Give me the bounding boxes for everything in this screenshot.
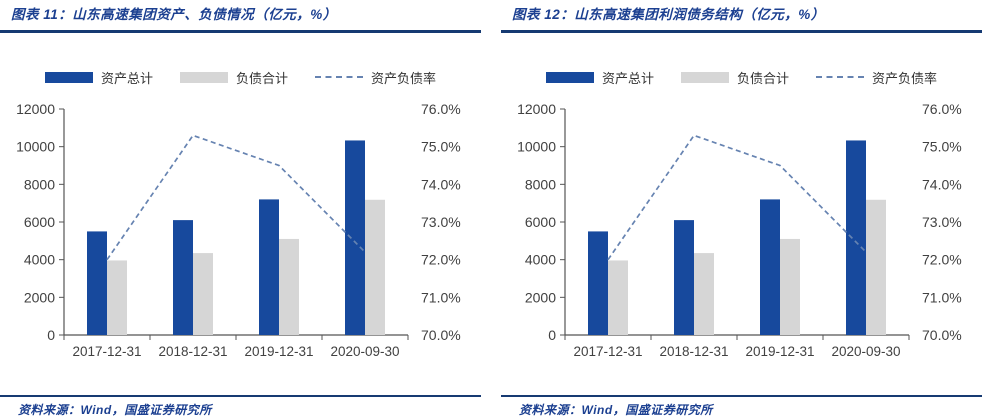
legend-bar-swatch — [44, 71, 93, 83]
debt-ratio-dashed-line — [607, 134, 867, 261]
y-axis-left-label: 2000 — [24, 289, 55, 305]
x-axis-category-label: 2020-09-30 — [330, 344, 399, 359]
y-axis-right-label: 74.0% — [922, 176, 962, 192]
legend-dashed-line-swatch — [315, 76, 363, 78]
bar-total-assets — [87, 231, 107, 335]
bar-total-liabilities — [107, 260, 127, 335]
bar-total-liabilities — [694, 253, 714, 335]
y-axis-right-label: 75.0% — [421, 139, 461, 155]
legend-item-2: 资产负债率 — [315, 68, 436, 87]
y-axis-right-label: 70.0% — [421, 327, 461, 343]
y-axis-right-label: 72.0% — [922, 252, 962, 268]
x-axis-category-label: 2019-12-31 — [244, 344, 313, 359]
legend-label: 资产总计 — [100, 70, 153, 86]
bar-total-liabilities — [365, 199, 385, 335]
asset-liability-chart: 0 2000 4000 6000 8000 10000 12000 70.0% 71.0% 72.… — [0, 97, 481, 365]
legend-label: 资产负债率 — [371, 70, 437, 86]
bar-total-assets — [760, 199, 780, 335]
legend-label: 负债合计 — [736, 70, 789, 86]
legend-item-1: 负债合计 — [680, 68, 789, 87]
bar-total-assets — [674, 220, 694, 335]
bar-total-liabilities — [780, 238, 800, 335]
x-axis-category-label: 2017-12-31 — [72, 344, 141, 359]
y-axis-right-label: 71.0% — [922, 289, 962, 305]
y-axis-left-label: 0 — [47, 327, 55, 343]
bar-total-assets — [846, 140, 866, 335]
legend-item-0: 资产总计 — [545, 68, 654, 87]
figure-title: 图表 12：山东高速集团利润债务结构（亿元，%） — [512, 7, 825, 22]
y-axis-left-label: 10000 — [517, 139, 556, 155]
legend-label: 资产负债率 — [872, 70, 938, 86]
legend-label: 负债合计 — [235, 70, 288, 86]
y-axis-left-label: 10000 — [16, 139, 55, 155]
y-axis-right-label: 76.0% — [421, 101, 461, 117]
bar-total-liabilities — [608, 260, 628, 335]
figure-title: 图表 11：山东高速集团资产、负债情况（亿元，%） — [11, 7, 337, 22]
y-axis-right-label: 73.0% — [421, 214, 461, 230]
y-axis-right-label: 74.0% — [421, 176, 461, 192]
chart-svg: 0 2000 4000 6000 8000 10000 12000 70.0% 71.0% 72.… — [517, 101, 962, 359]
y-axis-left-label: 12000 — [16, 101, 55, 117]
x-axis-category-label: 2017-12-31 — [573, 344, 642, 359]
y-axis-left-label: 12000 — [517, 101, 556, 117]
x-axis-category-label: 2019-12-31 — [745, 344, 814, 359]
footer-rule — [501, 395, 982, 397]
legend-label: 资产总计 — [601, 70, 654, 86]
figure-footer: 资料来源：Wind，国盛证券研究所 — [501, 395, 982, 418]
title-rule — [0, 30, 481, 33]
x-axis-category-label: 2018-12-31 — [659, 344, 728, 359]
y-axis-left-label: 4000 — [525, 252, 556, 268]
bar-total-assets — [345, 140, 365, 335]
y-axis-left-label: 8000 — [24, 176, 55, 192]
y-axis-right-label: 76.0% — [922, 101, 962, 117]
figure-panel-12: 图表 12：山东高速集团利润债务结构（亿元，%） 资产总计 负债合计 资产负债率 0… — [501, 0, 982, 418]
legend-item-0: 资产总计 — [44, 68, 153, 87]
y-axis-left-label: 2000 — [525, 289, 556, 305]
legend-dashed-line-swatch — [816, 76, 864, 78]
chart-legend: 资产总计 负债合计 资产负债率 — [501, 66, 982, 88]
y-axis-right-label: 73.0% — [922, 214, 962, 230]
legend-bar-swatch — [179, 71, 228, 83]
y-axis-right-label: 70.0% — [922, 327, 962, 343]
legend-bar-swatch — [680, 71, 729, 83]
y-axis-right-label: 72.0% — [421, 252, 461, 268]
x-axis-category-label: 2020-09-30 — [831, 344, 900, 359]
legend-item-2: 资产负债率 — [816, 68, 937, 87]
source-note: 资料来源：Wind，国盛证券研究所 — [18, 403, 212, 417]
legend-item-1: 负债合计 — [179, 68, 288, 87]
bar-total-liabilities — [279, 238, 299, 335]
y-axis-right-label: 71.0% — [421, 289, 461, 305]
y-axis-left-label: 0 — [548, 327, 556, 343]
bar-total-liabilities — [866, 199, 886, 335]
figure-panel-11: 图表 11：山东高速集团资产、负债情况（亿元，%） 资产总计 负债合计 资产负债率 … — [0, 0, 481, 418]
debt-structure-chart: 0 2000 4000 6000 8000 10000 12000 70.0% 71.0% 72.… — [501, 97, 982, 365]
bar-total-assets — [173, 220, 193, 335]
figure-footer: 资料来源：Wind，国盛证券研究所 — [0, 395, 481, 418]
bar-total-assets — [588, 231, 608, 335]
debt-ratio-dashed-line — [106, 134, 366, 261]
title-rule — [501, 30, 982, 33]
bar-total-assets — [259, 199, 279, 335]
x-axis-category-label: 2018-12-31 — [158, 344, 227, 359]
bar-total-liabilities — [193, 253, 213, 335]
y-axis-left-label: 8000 — [525, 176, 556, 192]
chart-svg: 0 2000 4000 6000 8000 10000 12000 70.0% 71.0% 72.… — [16, 101, 461, 359]
footer-rule — [0, 395, 481, 397]
y-axis-left-label: 6000 — [24, 214, 55, 230]
y-axis-left-label: 4000 — [24, 252, 55, 268]
source-note: 资料来源：Wind，国盛证券研究所 — [519, 403, 713, 417]
legend-bar-swatch — [545, 71, 594, 83]
y-axis-right-label: 75.0% — [922, 139, 962, 155]
y-axis-left-label: 6000 — [525, 214, 556, 230]
chart-legend: 资产总计 负债合计 资产负债率 — [0, 66, 481, 88]
